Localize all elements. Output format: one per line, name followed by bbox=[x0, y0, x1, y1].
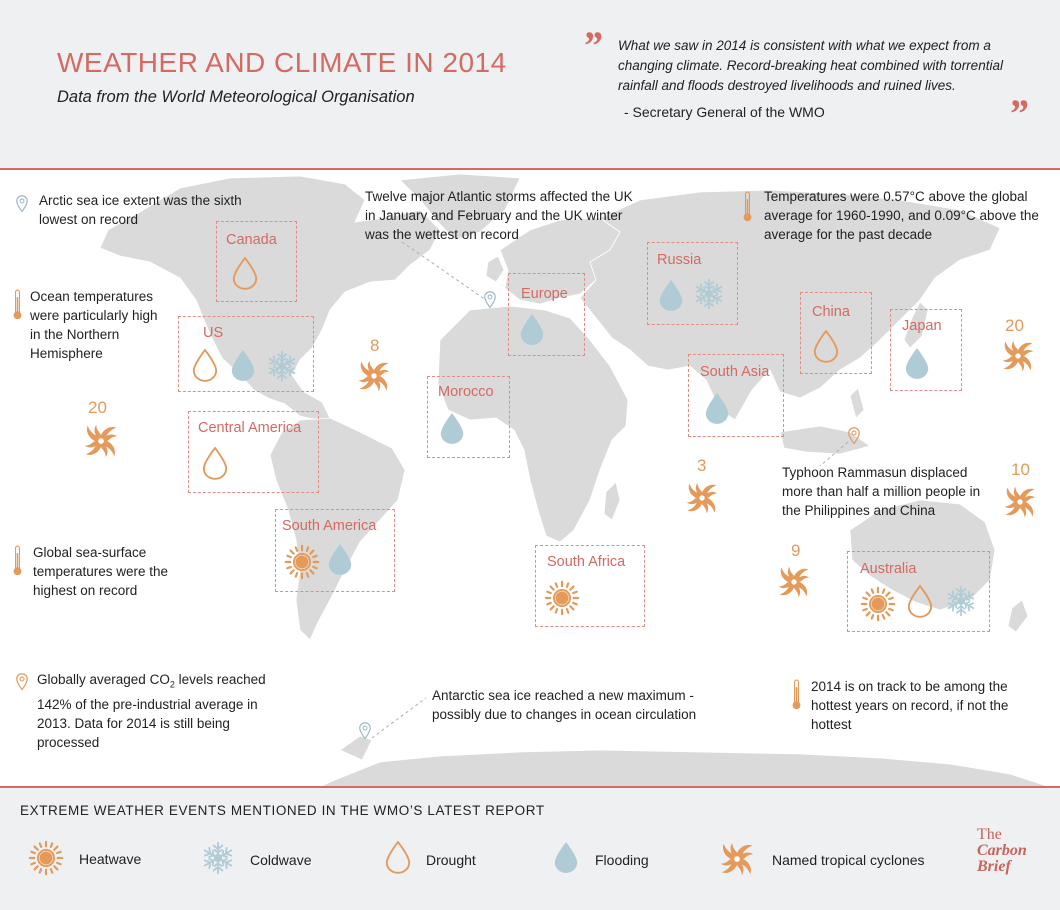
co2-note: Globally averaged CO2 levels reached 142… bbox=[37, 672, 266, 750]
arctic-pin-icon bbox=[16, 194, 28, 214]
cyclone-icon bbox=[684, 480, 720, 516]
region-label: Russia bbox=[657, 252, 702, 268]
cyclone-count-south-pacific: 10 bbox=[1011, 460, 1030, 479]
region-label: China bbox=[812, 304, 850, 320]
region-south-africa[interactable]: South Africa bbox=[535, 545, 645, 627]
world-map bbox=[99, 173, 1051, 787]
carbon-brief-logo[interactable]: The Carbon Brief bbox=[977, 826, 1027, 875]
footer-divider bbox=[0, 786, 1060, 788]
cyclone-count-north-indian: 3 bbox=[697, 456, 707, 475]
cyclone-icon bbox=[776, 564, 812, 600]
cyclone-icon bbox=[1000, 338, 1036, 374]
cyclone-icon bbox=[1002, 484, 1038, 520]
cyclone-icon bbox=[82, 422, 120, 460]
close-quote-icon: ” bbox=[1008, 91, 1028, 136]
global-temperature-note: Temperatures were 0.57°C above the globa… bbox=[764, 189, 1039, 242]
antarctic-pin-icon bbox=[359, 721, 371, 741]
flooding-icon bbox=[229, 348, 257, 382]
region-label: US bbox=[203, 325, 224, 341]
flooding-icon bbox=[703, 391, 731, 425]
region-australia[interactable]: Australia bbox=[847, 551, 990, 632]
quote-text: What we saw in 2014 is consistent with w… bbox=[618, 38, 1003, 93]
antarctic-note: Antarctic sea ice reached a new maximum … bbox=[432, 688, 697, 722]
region-russia[interactable]: Russia bbox=[647, 242, 738, 325]
page-title: WEATHER AND CLIMATE IN 2014 bbox=[57, 47, 507, 78]
region-label: Central America bbox=[198, 420, 302, 436]
region-south-asia[interactable]: South Asia bbox=[688, 354, 784, 437]
drought-icon bbox=[201, 446, 229, 480]
typhoon-note: Typhoon Rammasun displaced more than hal… bbox=[782, 465, 981, 518]
atlantic-storms-note: Twelve major Atlantic storms affected th… bbox=[365, 189, 633, 242]
heatwave-icon bbox=[284, 544, 320, 580]
legend-label-coldwave: Coldwave bbox=[250, 852, 312, 868]
coldwave-icon bbox=[944, 584, 978, 618]
cyclone-count-south-indian: 9 bbox=[791, 541, 801, 560]
cyclone-count-east-pacific: 20 bbox=[88, 398, 107, 417]
drought-icon bbox=[384, 840, 412, 874]
region-japan[interactable]: Japan bbox=[890, 309, 962, 391]
hottest-year-note: 2014 is on track to be among the hottest… bbox=[811, 679, 1009, 732]
region-label: Japan bbox=[902, 318, 942, 334]
legend-label-flooding: Flooding bbox=[595, 852, 649, 868]
temps-thermometer-icon bbox=[742, 190, 753, 224]
drought-icon bbox=[812, 329, 840, 363]
flooding-icon bbox=[438, 411, 466, 445]
ocean-thermometer-icon bbox=[12, 288, 23, 322]
region-label: Australia bbox=[860, 561, 917, 577]
open-quote-icon: ” bbox=[582, 23, 602, 68]
region-label: South Africa bbox=[547, 554, 626, 570]
drought-icon bbox=[231, 256, 259, 290]
philippines-pin-icon bbox=[848, 426, 860, 446]
sea-surface-note: Global sea-surface temperatures were the… bbox=[33, 545, 169, 598]
region-label: South America bbox=[282, 518, 377, 534]
flooding-icon bbox=[657, 278, 685, 312]
flooding-icon bbox=[903, 346, 931, 380]
heatwave-icon bbox=[28, 840, 64, 876]
flooding-icon bbox=[326, 542, 354, 576]
cyclone-count-west-pacific: 20 bbox=[1005, 316, 1024, 335]
region-label: Morocco bbox=[438, 384, 494, 400]
region-central-america[interactable]: Central America bbox=[188, 411, 319, 493]
legend-label-cyclones: Named tropical cyclones bbox=[772, 852, 925, 868]
region-us[interactable]: US bbox=[178, 316, 314, 392]
region-china[interactable]: China bbox=[800, 292, 872, 374]
region-label: South Asia bbox=[700, 364, 770, 380]
cyclone-count-atlantic: 8 bbox=[370, 336, 380, 355]
legend-label-drought: Drought bbox=[426, 852, 476, 868]
legend-label-heatwave: Heatwave bbox=[79, 851, 142, 867]
flooding-icon bbox=[552, 840, 580, 874]
page-subtitle: Data from the World Meteorological Organ… bbox=[57, 88, 415, 106]
region-europe[interactable]: Europe bbox=[508, 273, 585, 356]
cyclone-icon bbox=[356, 358, 392, 394]
hottest-thermometer-icon bbox=[791, 678, 802, 712]
drought-icon bbox=[906, 584, 934, 618]
heatwave-icon bbox=[544, 580, 580, 616]
co2-pin-icon bbox=[16, 672, 28, 692]
drought-icon bbox=[191, 348, 219, 382]
sst-thermometer-icon bbox=[12, 544, 23, 578]
region-canada[interactable]: Canada bbox=[216, 221, 297, 302]
arctic-note: Arctic sea ice extent was the sixth lowe… bbox=[39, 193, 242, 227]
region-south-america[interactable]: South America bbox=[275, 509, 395, 592]
coldwave-icon bbox=[265, 349, 299, 383]
legend-title: EXTREME WEATHER EVENTS MENTIONED IN THE … bbox=[20, 803, 545, 818]
quote-attribution: - Secretary General of the WMO bbox=[624, 104, 825, 120]
heatwave-icon bbox=[860, 586, 896, 622]
uk-pin-icon bbox=[484, 290, 496, 310]
coldwave-icon bbox=[692, 277, 726, 311]
region-label: Europe bbox=[521, 286, 568, 302]
flooding-icon bbox=[518, 312, 546, 346]
ocean-temperature-note: Ocean temperatures were particularly hig… bbox=[30, 289, 158, 361]
header-divider bbox=[0, 168, 1060, 170]
region-morocco[interactable]: Morocco bbox=[427, 376, 510, 458]
coldwave-icon bbox=[200, 840, 236, 876]
cyclone-icon bbox=[718, 840, 756, 878]
region-label: Canada bbox=[226, 232, 277, 248]
